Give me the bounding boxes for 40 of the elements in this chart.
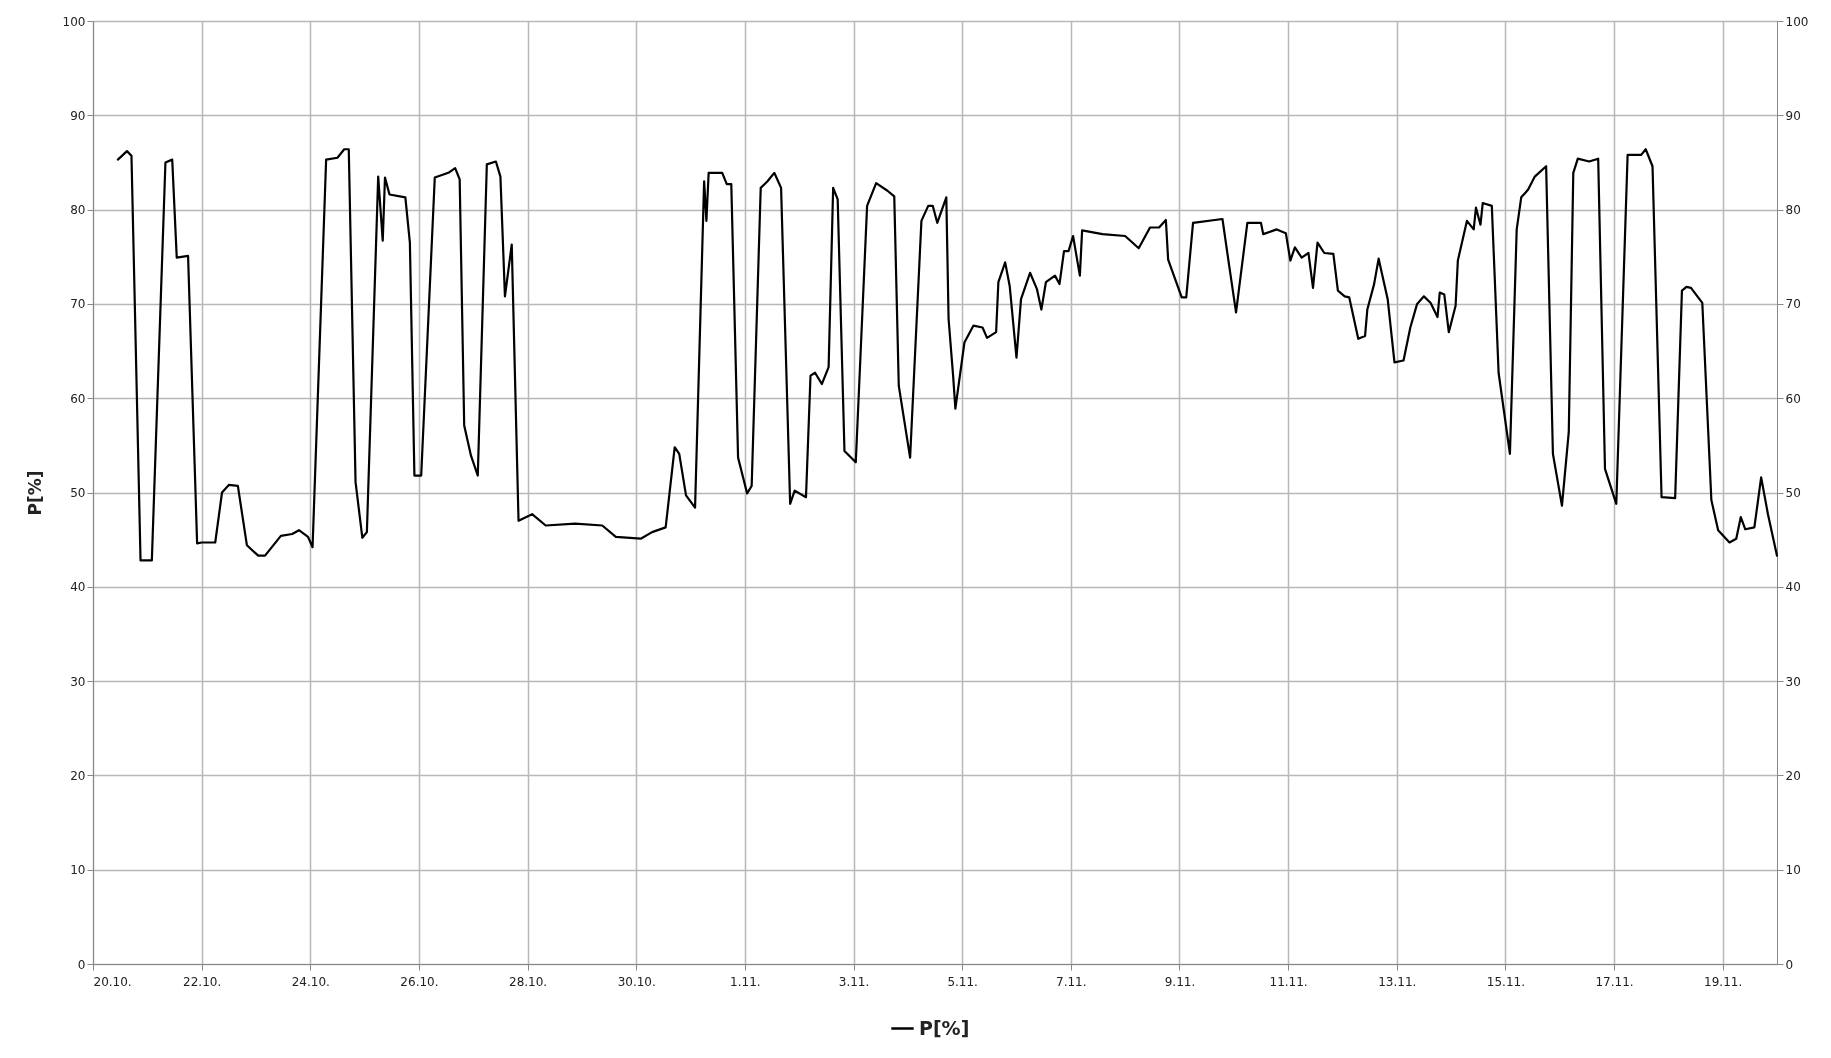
y-tick-label: 0 — [77, 957, 86, 972]
x-tick-label: 26.10. — [400, 974, 439, 989]
x-tick-label: 5.11. — [947, 974, 978, 989]
x-tick-label: 24.10. — [291, 974, 330, 989]
legend-label: P[%] — [919, 1016, 970, 1039]
x-tick-label: 15.11. — [1486, 974, 1525, 989]
y-tick-label: 20 — [70, 768, 86, 783]
x-tick-label: 17.11. — [1595, 974, 1634, 989]
y2-tick-label: 0 — [1785, 957, 1794, 972]
y2-tick-label: 20 — [1785, 768, 1801, 783]
x-tick-label: 30.10. — [617, 974, 656, 989]
y-axis-title: P[%] — [24, 470, 45, 516]
x-tick-label: 20.10. — [93, 974, 132, 989]
y2-tick-label: 70 — [1785, 297, 1801, 312]
x-tick-label: 1.11. — [730, 974, 761, 989]
x-tick-label: 11.11. — [1269, 974, 1308, 989]
y-tick-label: 50 — [70, 486, 86, 500]
x-tick-label: 19.11. — [1704, 974, 1743, 989]
y2-tick-label: 30 — [1785, 674, 1801, 689]
y2-tick-label: 60 — [1785, 391, 1801, 406]
y2-tick-label: 50 — [1785, 486, 1801, 500]
y-tick-label: 70 — [70, 297, 86, 312]
x-tick-label: 7.11. — [1056, 974, 1087, 989]
y-tick-label: 40 — [70, 580, 86, 595]
y-tick-label: 80 — [70, 203, 86, 218]
y2-tick-label: 80 — [1785, 203, 1801, 218]
y2-tick-label: 100 — [1785, 14, 1809, 29]
x-tick-label: 22.10. — [183, 974, 222, 989]
y-tick-label: 10 — [70, 863, 86, 878]
y2-tick-label: 10 — [1785, 863, 1801, 878]
y2-tick-label: 40 — [1785, 580, 1801, 595]
y-tick-label: 60 — [70, 391, 86, 406]
x-tick-label: 3.11. — [838, 974, 870, 989]
x-tick-label: 13.11. — [1378, 974, 1417, 989]
y-tick-label: 30 — [70, 674, 86, 689]
x-tick-label: 28.10. — [508, 974, 548, 989]
y-tick-label: 90 — [70, 108, 86, 123]
y2-tick-label: 90 — [1785, 108, 1801, 123]
x-tick-label: 9.11. — [1164, 974, 1196, 989]
y-tick-label: 100 — [62, 14, 86, 29]
